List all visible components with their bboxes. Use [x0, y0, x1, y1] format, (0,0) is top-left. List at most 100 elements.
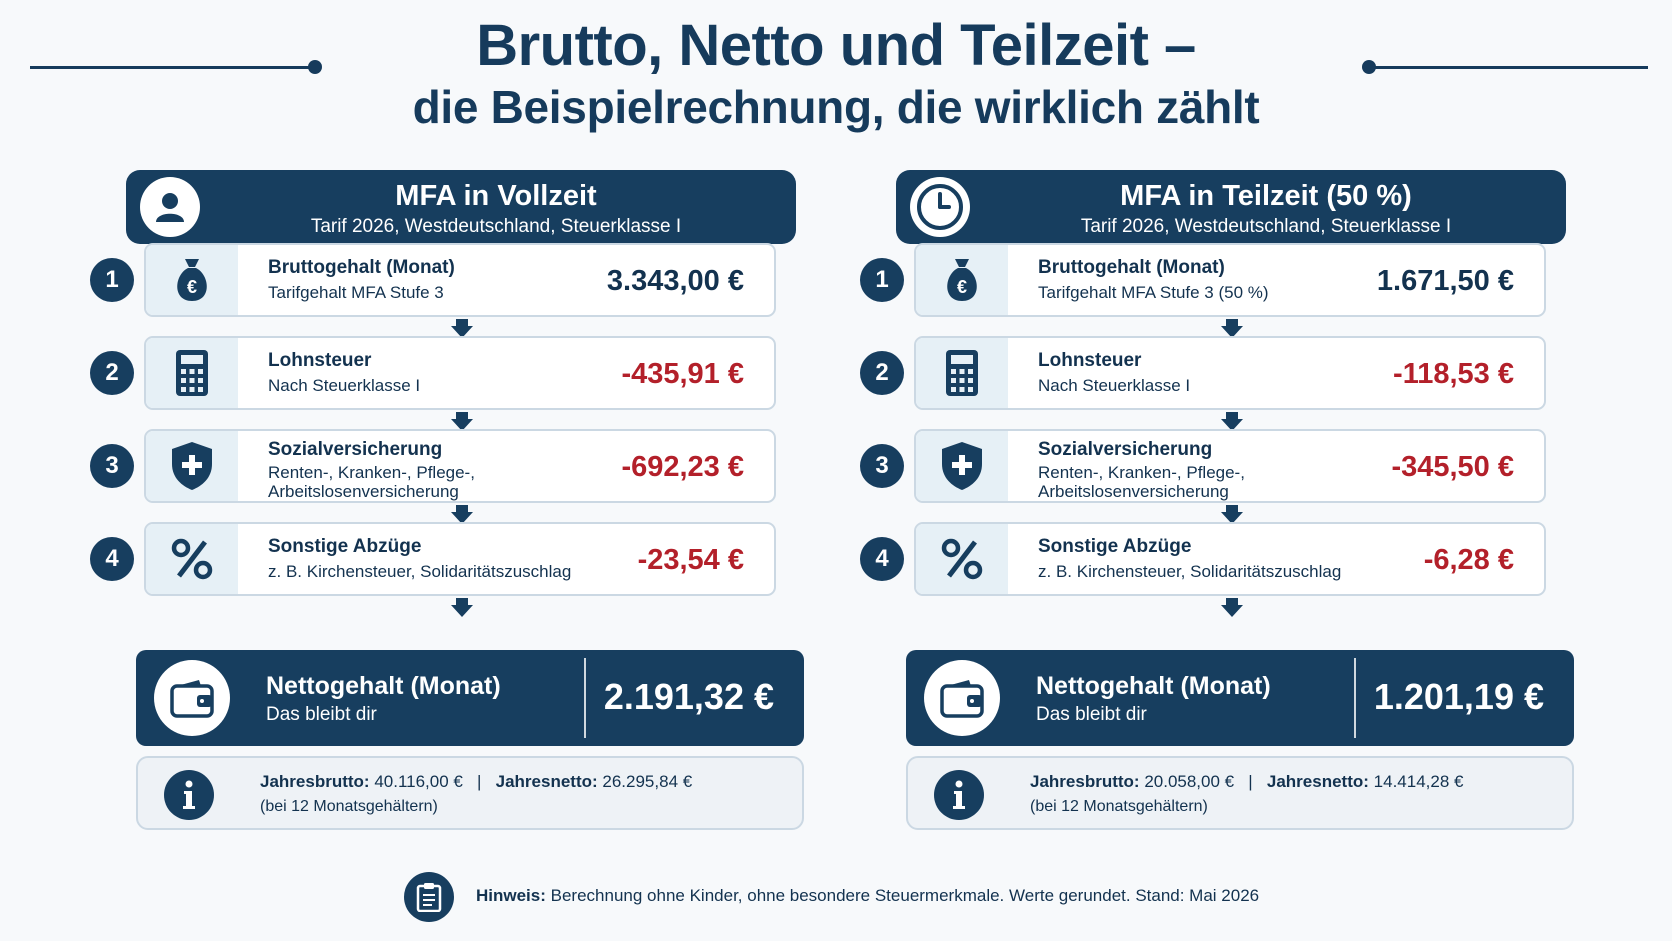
calculation-card: Sonstige Abzüge z. B. Kirchensteuer, Sol… — [914, 522, 1546, 596]
net-title: Nettogehalt (Monat) — [1036, 672, 1271, 700]
step-number: 1 — [860, 258, 904, 302]
card-value: -118,53 € — [1393, 358, 1514, 390]
step-number: 3 — [860, 444, 904, 488]
footer-note: Hinweis: Berechnung ohne Kinder, ohne be… — [404, 872, 1304, 922]
annual-gross-value: 40.116,00 € — [374, 772, 463, 791]
calculator-icon — [916, 338, 1008, 408]
step-number: 4 — [90, 537, 134, 581]
flow-arrow-stem — [1226, 319, 1238, 327]
card-subtitle: z. B. Kirchensteuer, Solidaritätszuschla… — [268, 562, 572, 581]
card-subtitle: Nach Steuerklasse I — [268, 376, 421, 395]
calculator-icon — [146, 338, 238, 408]
net-subtitle: Das bleibt dir — [266, 704, 377, 725]
card-title: Lohnsteuer — [1038, 350, 1142, 371]
net-value: 2.191,32 € — [603, 676, 774, 717]
column-title: MFA in Vollzeit — [395, 180, 597, 212]
column-header: MFA in Teilzeit (50 %) Tarif 2026, Westd… — [896, 170, 1566, 244]
step-number: 4 — [860, 537, 904, 581]
flow-arrow-stem — [1226, 598, 1238, 606]
card-title: Lohnsteuer — [268, 350, 372, 371]
footer-text: Hinweis: Berechnung ohne Kinder, ohne be… — [476, 886, 1259, 906]
decorative-line-left — [30, 66, 314, 69]
annual-gross-value: 20.058,00 € — [1144, 772, 1235, 791]
divider — [584, 658, 586, 738]
card-subtitle: z. B. Kirchensteuer, Solidaritätszuschla… — [1038, 562, 1342, 581]
card-subtitle: Nach Steuerklasse I — [1038, 376, 1191, 395]
calculation-card: Lohnsteuer Nach Steuerklasse I -118,53 € — [914, 336, 1546, 410]
card-subtitle: Tarifgehalt MFA Stufe 3 — [268, 283, 444, 302]
shield-plus-icon — [916, 431, 1008, 501]
annual-net-label: Jahresnetto: — [495, 772, 598, 791]
card-title: Bruttogehalt (Monat) — [1038, 257, 1225, 278]
decorative-dot-right — [1362, 60, 1376, 74]
column-header: MFA in Vollzeit Tarif 2026, Westdeutschl… — [126, 170, 796, 244]
card-title: Sonstige Abzüge — [1038, 536, 1192, 557]
net-salary-card: Nettogehalt (Monat) Das bleibt dir 2.191… — [136, 650, 804, 746]
wallet-icon — [154, 660, 230, 736]
net-salary-card: Nettogehalt (Monat) Das bleibt dir 1.201… — [906, 650, 1574, 746]
clipboard-icon — [404, 872, 454, 922]
footer-body: Berechnung ohne Kinder, ohne besondere S… — [550, 886, 1260, 905]
shield-plus-icon — [146, 431, 238, 501]
card-value: 1.671,50 € — [1376, 265, 1514, 297]
calculation-card: Sozialversicherung Renten-, Kranken-, Pf… — [914, 429, 1546, 503]
divider — [1354, 658, 1356, 738]
column-vollzeit: MFA in Vollzeit Tarif 2026, Westdeutschl… — [90, 170, 804, 850]
card-value: -6,28 € — [1423, 544, 1514, 576]
percent-icon — [916, 524, 1008, 594]
page-title: Brutto, Netto und Teilzeit – die Beispie… — [0, 14, 1672, 136]
annual-info-box: Jahresbrutto: 20.058,00 € | Jahresnetto:… — [906, 756, 1574, 830]
decorative-line-right — [1370, 66, 1648, 69]
card-subtitle: Tarifgehalt MFA Stufe 3 (50 %) — [1038, 283, 1269, 302]
person-icon — [140, 177, 200, 237]
annual-info-box: Jahresbrutto: 40.116,00 € | Jahresnetto:… — [136, 756, 804, 830]
net-value: 1.201,19 € — [1373, 676, 1544, 717]
footer-label: Hinweis: — [476, 886, 546, 905]
percent-icon — [146, 524, 238, 594]
clock-icon — [910, 177, 970, 237]
card-title: Sonstige Abzüge — [268, 536, 422, 557]
net-title: Nettogehalt (Monat) — [266, 672, 501, 700]
column-teilzeit: MFA in Teilzeit (50 %) Tarif 2026, Westd… — [860, 170, 1574, 850]
title-line-2: die Beispielrechnung, die wirklich zählt — [412, 81, 1260, 133]
calculation-card: Lohnsteuer Nach Steuerklasse I -435,91 € — [144, 336, 776, 410]
card-value: -692,23 € — [621, 451, 744, 483]
column-subtitle: Tarif 2026, Westdeutschland, Steuerklass… — [310, 216, 682, 237]
card-value: -23,54 € — [637, 544, 744, 576]
column-subtitle: Tarif 2026, Westdeutschland, Steuerklass… — [1080, 216, 1452, 237]
annual-summary: Jahresbrutto: 20.058,00 € | Jahresnetto:… — [1030, 772, 1463, 792]
flow-arrow-stem — [456, 505, 468, 513]
card-title: Bruttogehalt (Monat) — [268, 257, 455, 278]
svg-text:€: € — [957, 277, 967, 297]
annual-note: (bei 12 Monatsgehältern) — [260, 798, 438, 815]
calculation-card: Sonstige Abzüge z. B. Kirchensteuer, Sol… — [144, 522, 776, 596]
annual-net-label: Jahresnetto: — [1266, 772, 1369, 791]
money-bag-euro-icon: € — [916, 245, 1008, 315]
down-arrow-icon — [1221, 605, 1243, 617]
card-value: -435,91 € — [621, 358, 744, 390]
card-subtitle: Renten-, Kranken-, Pflege-, Arbeitslosen… — [1038, 463, 1245, 501]
down-arrow-icon — [451, 512, 473, 524]
down-arrow-icon — [1221, 326, 1243, 338]
flow-arrow-stem — [456, 412, 468, 420]
card-value: 3.343,00 € — [606, 265, 744, 297]
flow-arrow-stem — [456, 598, 468, 606]
info-icon — [164, 770, 214, 820]
step-number: 1 — [90, 258, 134, 302]
step-number: 3 — [90, 444, 134, 488]
annual-net-value: 26.295,84 € — [602, 772, 693, 791]
title-line-1: Brutto, Netto und Teilzeit – — [476, 13, 1196, 78]
card-value: -345,50 € — [1391, 451, 1514, 483]
net-subtitle: Das bleibt dir — [1036, 704, 1147, 725]
flow-arrow-stem — [1226, 412, 1238, 420]
annual-gross-label: Jahresbrutto: — [260, 772, 370, 791]
separator: | — [477, 772, 482, 791]
down-arrow-icon — [451, 605, 473, 617]
calculation-card: € Bruttogehalt (Monat) Tarifgehalt MFA S… — [914, 243, 1546, 317]
down-arrow-icon — [451, 419, 473, 431]
step-number: 2 — [90, 351, 134, 395]
flow-arrow-stem — [1226, 505, 1238, 513]
annual-summary: Jahresbrutto: 40.116,00 € | Jahresnetto:… — [260, 772, 692, 792]
info-icon — [934, 770, 984, 820]
down-arrow-icon — [451, 326, 473, 338]
